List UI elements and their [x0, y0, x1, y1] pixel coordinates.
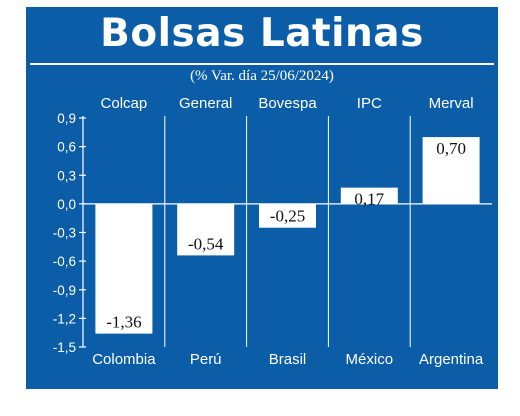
y-tick-label: -1,2: [53, 311, 76, 326]
index-name-label: Colcap: [101, 95, 148, 112]
y-tick-label: 0,3: [57, 168, 76, 183]
bar: [95, 203, 153, 334]
y-tick-label: -0,6: [53, 254, 76, 269]
category-label: México: [346, 351, 394, 368]
data-value-label: 0,70: [436, 139, 466, 158]
y-tick-label: 0,6: [57, 140, 76, 155]
y-tick-label: -1,5: [53, 340, 76, 355]
data-value-label: -0,54: [188, 234, 224, 253]
index-name-label: Merval: [429, 95, 474, 112]
bar: [422, 137, 480, 204]
bar: [177, 203, 235, 256]
chart-subtitle: (% Var. día 25/06/2024): [190, 68, 334, 84]
index-name-label: IPC: [357, 95, 382, 112]
data-value-label: -1,36: [106, 313, 141, 332]
category-label: Argentina: [419, 351, 484, 368]
data-value-label: -0,25: [270, 207, 305, 226]
chart-panel: Bolsas Latinas (% Var. día 25/06/2024) 0…: [26, 7, 498, 389]
y-tick-label: 0,9: [57, 111, 76, 126]
bar: [259, 203, 316, 228]
index-name-label: Bovespa: [258, 95, 317, 112]
index-name-label: General: [179, 95, 232, 112]
bars-layer: [95, 137, 480, 334]
y-tick-label: 0,0: [57, 197, 76, 212]
title-divider: [30, 63, 494, 65]
bar: [340, 187, 398, 204]
category-label: Colombia: [92, 351, 156, 368]
chart-title: Bolsas Latinas: [100, 11, 424, 56]
category-label: Brasil: [269, 351, 307, 368]
bar-chart: (% Var. día 25/06/2024) 0,9 0,6 0,3 0,0 -0,3…: [53, 68, 492, 368]
data-value-label: 0,17: [354, 190, 384, 209]
category-label: Perú: [190, 351, 222, 368]
y-tick-label: -0,3: [53, 226, 76, 241]
y-tick-label: -0,9: [53, 283, 76, 298]
labels-layer: Colcap Colombia -1,36 General Perú -0,54 Boves…: [92, 95, 484, 368]
